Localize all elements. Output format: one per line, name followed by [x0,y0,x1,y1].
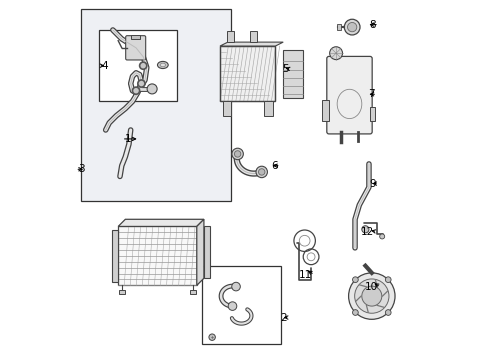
Circle shape [138,80,145,87]
Circle shape [352,277,358,283]
Text: 8: 8 [369,19,376,30]
Circle shape [352,310,358,315]
Ellipse shape [157,62,168,68]
Text: 11: 11 [298,270,312,280]
Bar [337,24,341,30]
Circle shape [330,47,343,60]
Circle shape [385,310,391,315]
Bar [190,290,196,294]
Bar [249,31,257,42]
Polygon shape [220,42,283,46]
Bar [204,226,210,278]
Text: 5: 5 [282,64,289,74]
Bar [81,9,231,202]
FancyBboxPatch shape [126,36,146,60]
Bar [370,107,375,121]
Text: 2: 2 [280,312,287,323]
Circle shape [362,226,369,233]
Bar [131,35,140,39]
Bar [227,31,234,42]
Circle shape [348,273,395,319]
Bar [322,100,329,121]
Circle shape [344,19,360,35]
Bar [220,46,275,102]
Text: 9: 9 [369,179,376,189]
Circle shape [347,22,357,32]
Circle shape [259,169,265,175]
FancyBboxPatch shape [327,57,372,134]
Bar [112,230,118,282]
Text: 4: 4 [101,61,108,71]
Circle shape [228,302,237,310]
Text: 10: 10 [365,282,378,292]
Circle shape [362,286,382,306]
Circle shape [256,166,268,177]
Polygon shape [197,219,204,285]
Bar [98,30,177,102]
Polygon shape [118,219,204,226]
Circle shape [232,148,244,159]
Circle shape [132,87,140,94]
Bar [264,102,272,116]
Circle shape [140,62,147,69]
Circle shape [234,151,241,157]
Bar [202,266,281,344]
Circle shape [232,282,240,291]
Text: 1: 1 [124,134,131,144]
Bar [283,50,303,98]
Bar [223,102,231,116]
Circle shape [209,334,215,341]
Bar [220,46,275,102]
Text: 3: 3 [78,164,85,174]
Circle shape [147,84,157,94]
Ellipse shape [160,63,166,67]
Bar [118,226,197,285]
Text: 7: 7 [368,89,374,99]
Circle shape [385,277,391,283]
Text: 12: 12 [361,227,374,237]
Bar [119,290,124,294]
Text: 6: 6 [271,161,278,171]
Circle shape [355,279,389,313]
Circle shape [380,234,385,239]
